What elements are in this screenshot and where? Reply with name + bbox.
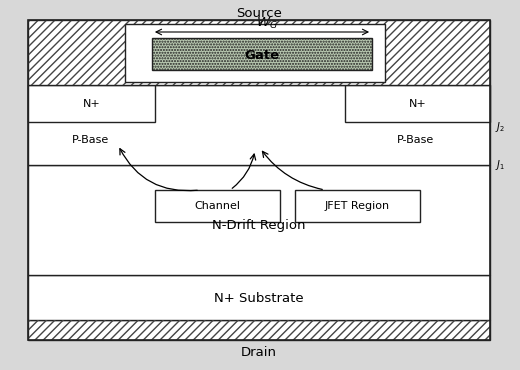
Bar (125, 24, 385, 82)
Bar (28, 275, 490, 320)
Bar (345, 85, 490, 122)
Text: N+: N+ (83, 98, 100, 108)
Bar (295, 190, 420, 222)
Text: $J_1$: $J_1$ (495, 158, 505, 172)
Text: Gate: Gate (244, 48, 280, 61)
Bar (28, 165, 490, 275)
Text: JFET Region: JFET Region (325, 201, 390, 211)
Text: N+: N+ (409, 98, 426, 108)
Text: Source: Source (236, 7, 282, 20)
Text: N-Drift Region: N-Drift Region (212, 219, 306, 232)
Text: P-Base: P-Base (396, 135, 434, 145)
Text: Channel: Channel (194, 201, 241, 211)
Bar (155, 190, 280, 222)
Text: N+ Substrate: N+ Substrate (214, 292, 304, 305)
Bar (28, 320, 490, 340)
Bar (28, 85, 155, 122)
Bar (28, 85, 490, 165)
Bar (28, 20, 490, 340)
Bar (152, 38, 372, 70)
Bar (28, 20, 490, 85)
Text: $J_2$: $J_2$ (495, 120, 505, 134)
Bar (28, 20, 490, 85)
Bar (28, 320, 490, 340)
Text: Drain: Drain (241, 346, 277, 360)
Text: P-Base: P-Base (71, 135, 109, 145)
Text: $W_G$: $W_G$ (256, 16, 278, 31)
